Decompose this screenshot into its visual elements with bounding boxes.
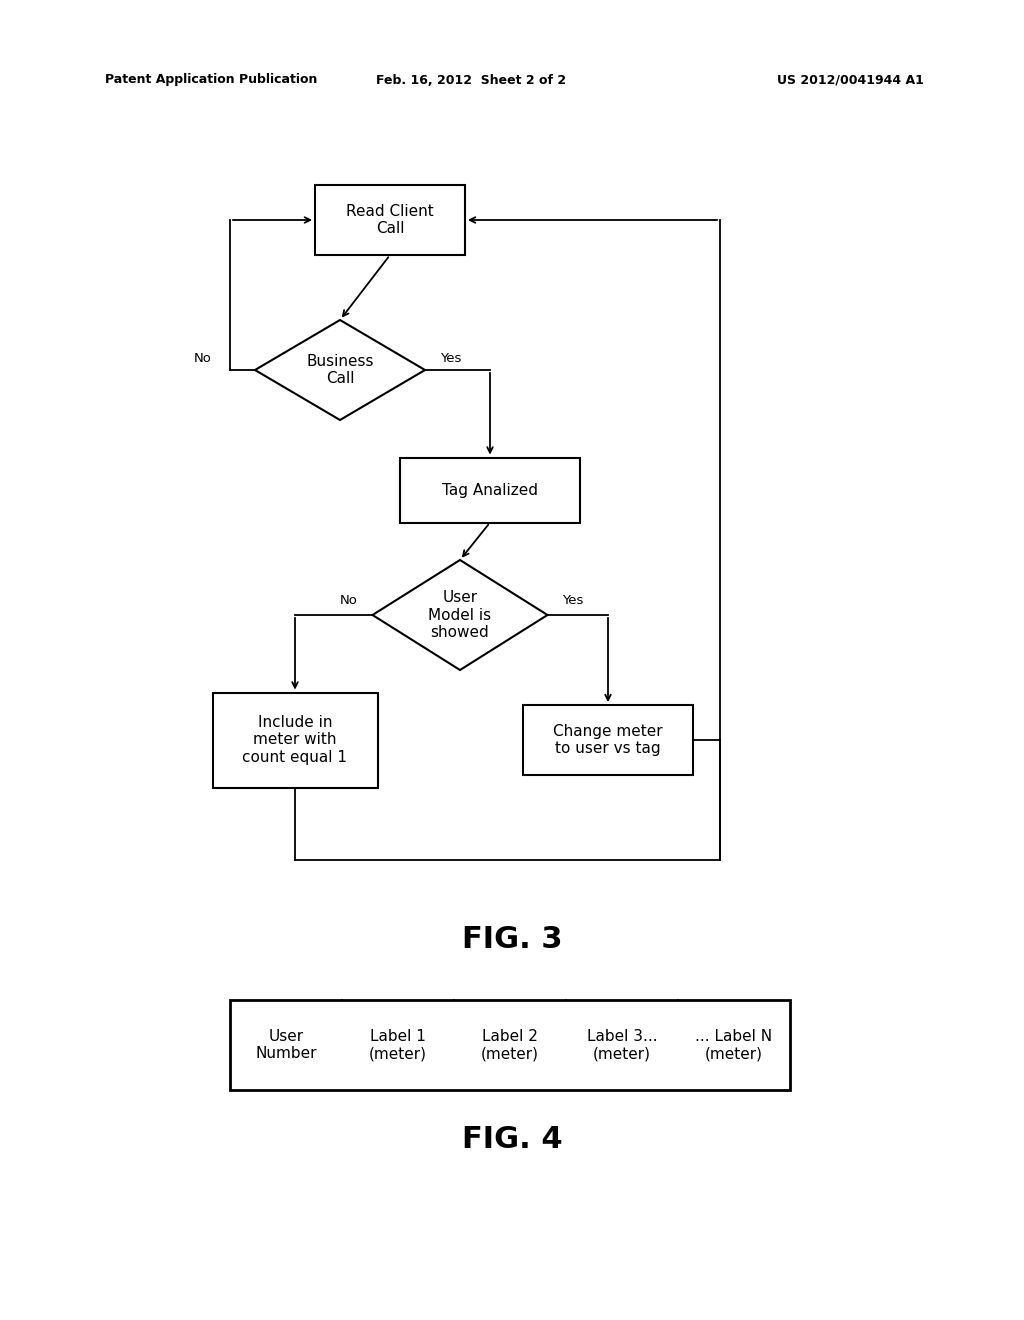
Text: FIG. 3: FIG. 3 (462, 925, 562, 954)
Text: Include in
meter with
count equal 1: Include in meter with count equal 1 (243, 715, 347, 764)
Text: Feb. 16, 2012  Sheet 2 of 2: Feb. 16, 2012 Sheet 2 of 2 (376, 74, 566, 87)
Polygon shape (255, 319, 425, 420)
Text: ... Label N
(meter): ... Label N (meter) (695, 1028, 772, 1061)
Text: FIG. 4: FIG. 4 (462, 1126, 562, 1155)
Text: No: No (195, 351, 212, 364)
Text: User
Model is
showed: User Model is showed (428, 590, 492, 640)
Polygon shape (373, 560, 548, 671)
Text: No: No (340, 594, 357, 607)
Text: Label 2
(meter): Label 2 (meter) (481, 1028, 539, 1061)
Text: Read Client
Call: Read Client Call (346, 203, 434, 236)
FancyBboxPatch shape (400, 458, 580, 523)
Text: Label 1
(meter): Label 1 (meter) (369, 1028, 427, 1061)
Text: Tag Analized: Tag Analized (442, 483, 538, 498)
Text: US 2012/0041944 A1: US 2012/0041944 A1 (777, 74, 924, 87)
Text: Patent Application Publication: Patent Application Publication (105, 74, 317, 87)
Text: Label 3...
(meter): Label 3... (meter) (587, 1028, 657, 1061)
Text: Yes: Yes (440, 351, 462, 364)
Text: Business
Call: Business Call (306, 354, 374, 387)
FancyBboxPatch shape (230, 1001, 790, 1090)
Text: User
Number: User Number (255, 1028, 316, 1061)
Text: Yes: Yes (562, 594, 584, 607)
Text: Change meter
to user vs tag: Change meter to user vs tag (553, 723, 663, 756)
FancyBboxPatch shape (523, 705, 693, 775)
FancyBboxPatch shape (213, 693, 378, 788)
FancyBboxPatch shape (315, 185, 465, 255)
